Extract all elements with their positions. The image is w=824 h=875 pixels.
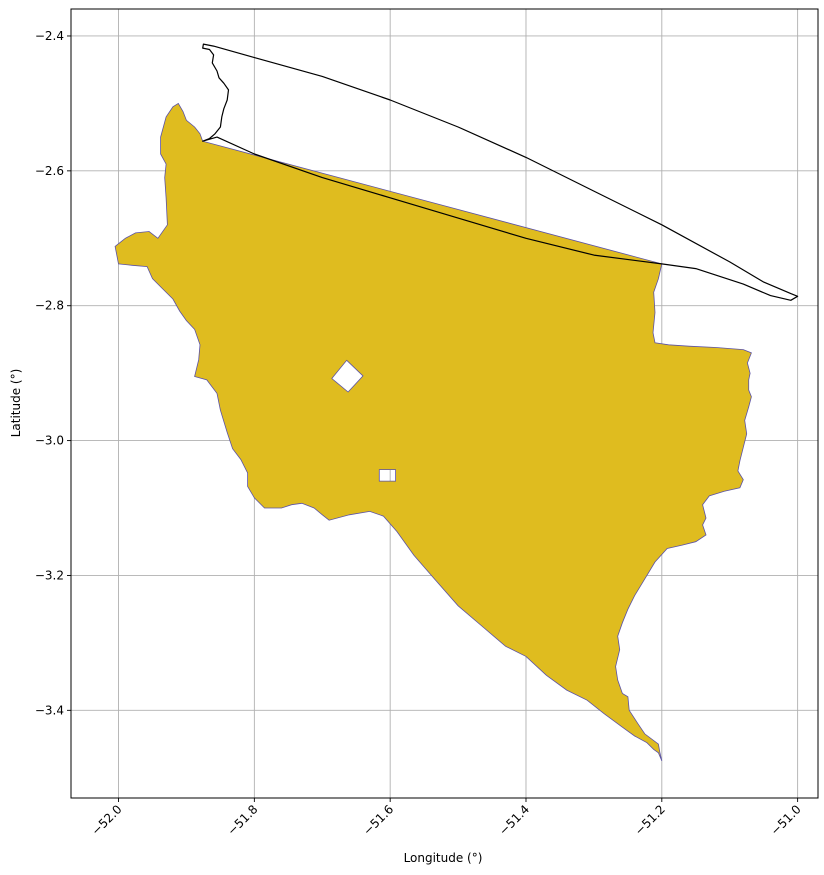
axes-frame xyxy=(70,8,819,799)
municipality-region xyxy=(114,102,752,762)
boundary-outline-layer xyxy=(202,43,799,301)
y-tick-label: −2.8 xyxy=(35,299,64,313)
y-tick-label: −3.4 xyxy=(35,703,64,717)
x-tick-label: −51.2 xyxy=(632,802,668,838)
y-tick-label: −3.2 xyxy=(35,568,64,582)
x-tick-label: −51.8 xyxy=(225,802,261,838)
x-tick-label: −51.0 xyxy=(768,802,804,838)
x-tick-label: −51.6 xyxy=(360,802,396,838)
y-axis-label: Latitude (°) xyxy=(9,369,23,438)
x-axis-ticks: −52.0 −51.8 −51.6 −51.4 −51.2 −51.0 xyxy=(89,798,804,838)
y-tick-label: −2.4 xyxy=(35,29,64,43)
y-axis-ticks: −2.4 −2.6 −2.8 −3.0 −3.2 −3.4 xyxy=(35,29,71,717)
y-tick-label: −3.0 xyxy=(35,434,64,448)
x-axis-label: Longitude (°) xyxy=(404,851,483,865)
map-region-layer xyxy=(114,102,752,762)
boundary-outline xyxy=(202,43,799,301)
x-tick-label: −51.4 xyxy=(496,802,532,838)
x-tick-label: −52.0 xyxy=(89,802,125,838)
y-tick-label: −2.6 xyxy=(35,164,64,178)
